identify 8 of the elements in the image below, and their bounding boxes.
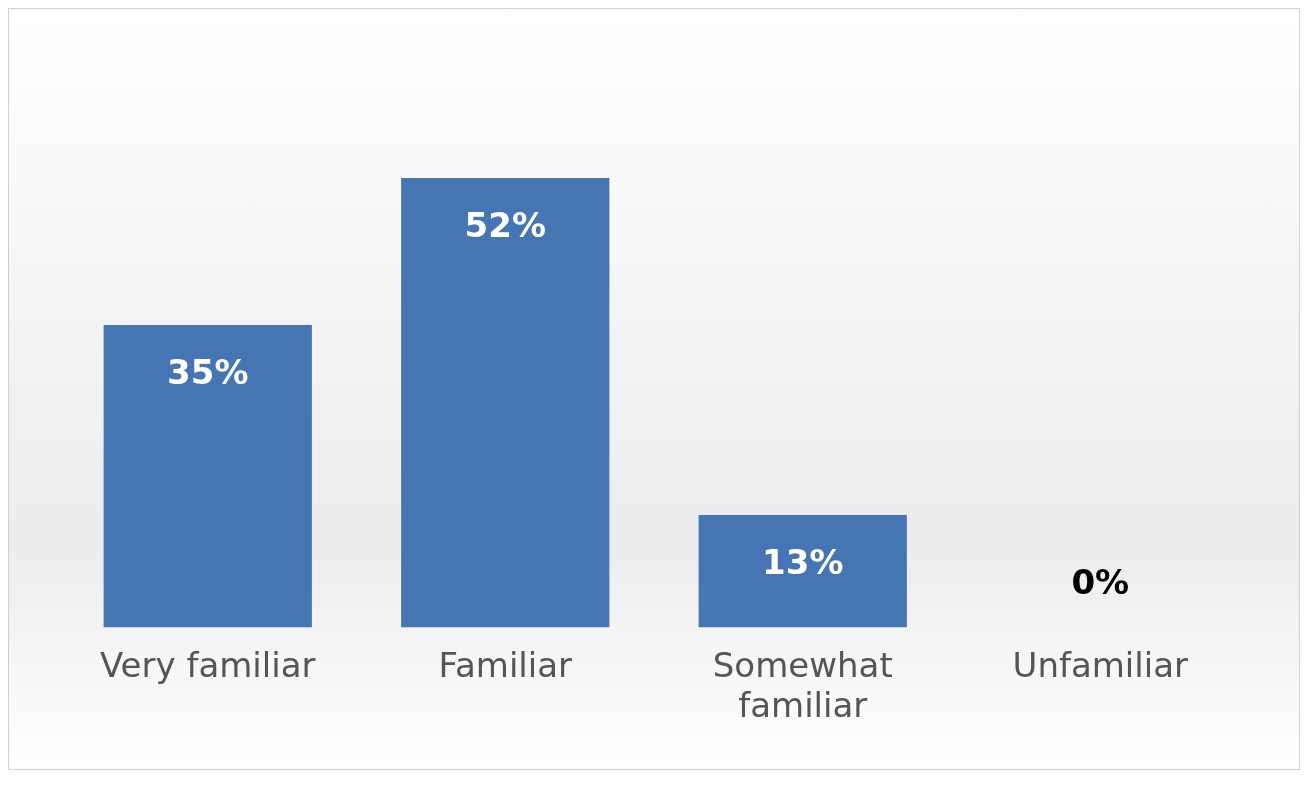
data-label: 52% bbox=[464, 204, 546, 245]
data-label: 35% bbox=[167, 351, 249, 392]
x-tick-label: Very familiar bbox=[99, 644, 316, 685]
x-tick-label: Somewhat familiar bbox=[712, 644, 893, 726]
data-label: 0% bbox=[1071, 562, 1130, 603]
data-label: 13% bbox=[762, 541, 844, 582]
x-tick-label: Unfamiliar bbox=[1012, 644, 1189, 685]
x-tick-label: Familiar bbox=[438, 644, 573, 685]
